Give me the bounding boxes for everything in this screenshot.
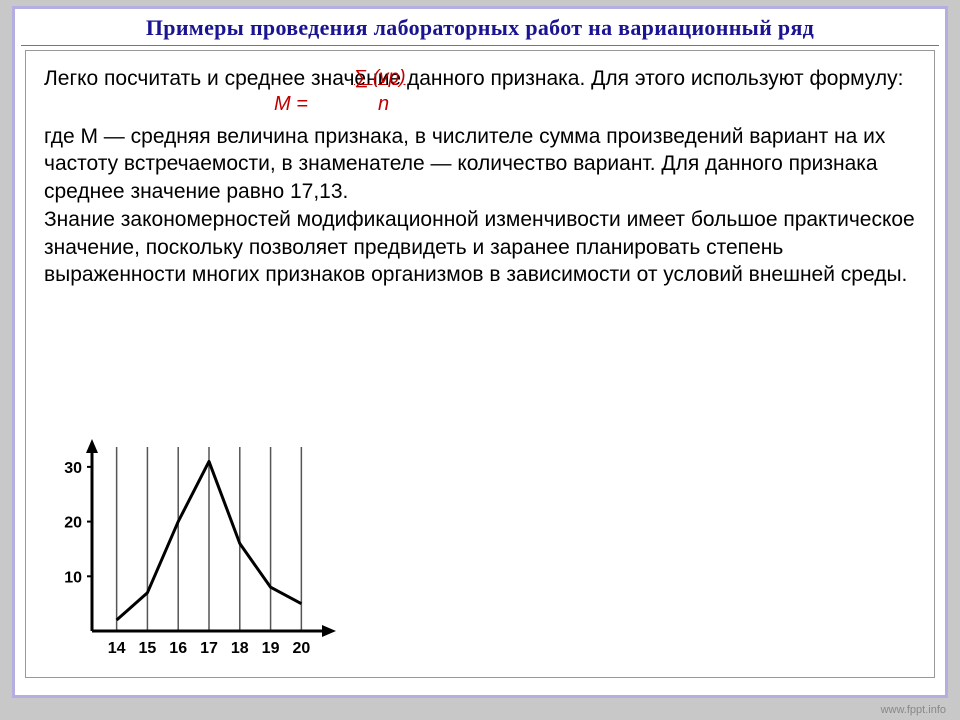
divider <box>21 45 939 46</box>
content-panel: Легко посчитать и среднее значение данно… <box>25 50 935 678</box>
footer-watermark: www.fppt.info <box>881 704 946 716</box>
formula-denominator: n <box>378 93 389 116</box>
slide-title: Примеры проведения лабораторных работ на… <box>25 15 935 41</box>
svg-text:30: 30 <box>64 460 82 477</box>
formula-lhs: M = <box>274 93 308 116</box>
svg-text:19: 19 <box>262 640 280 657</box>
formula: ∑ (vp) M = n <box>44 93 916 123</box>
formula-numerator: ∑ (vp) <box>354 67 406 89</box>
svg-text:14: 14 <box>108 640 126 657</box>
chart-svg: 10 20 30 14 15 16 17 18 19 20 <box>44 435 344 665</box>
paragraph-3: Знание закономерностей модификационной и… <box>44 206 916 289</box>
slide-frame: Примеры проведения лабораторных работ на… <box>12 6 948 698</box>
variation-curve-chart: 10 20 30 14 15 16 17 18 19 20 <box>44 435 344 665</box>
paragraph-1: Легко посчитать и среднее значение данно… <box>44 65 916 93</box>
svg-text:15: 15 <box>139 640 157 657</box>
title-bar: Примеры проведения лабораторных работ на… <box>15 9 945 45</box>
svg-text:10: 10 <box>64 569 82 586</box>
svg-text:18: 18 <box>231 640 249 657</box>
paragraph-2: где М — средняя величина признака, в чис… <box>44 123 916 206</box>
svg-text:16: 16 <box>169 640 187 657</box>
svg-text:17: 17 <box>200 640 218 657</box>
svg-text:20: 20 <box>292 640 310 657</box>
svg-text:20: 20 <box>64 515 82 532</box>
